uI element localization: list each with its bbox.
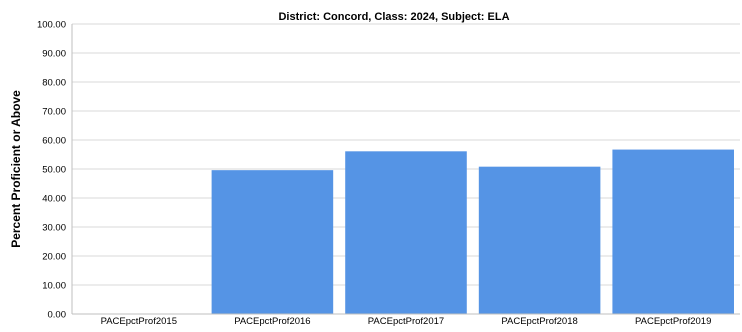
chart-title: District: Concord, Class: 2024, Subject:… xyxy=(278,11,509,23)
bar-PACEpctProf2016 xyxy=(211,170,334,314)
y-axis-title: Percent Proficient or Above xyxy=(9,90,23,248)
x-axis-labels: PACEpctProf2015 PACEpctProf2016 PACEpctPro… xyxy=(101,316,712,327)
x-tick-label: PACEpctProf2018 xyxy=(501,316,577,327)
y-tick-label: 50.00 xyxy=(42,165,66,176)
y-tick-label: 10.00 xyxy=(42,281,66,292)
y-tick-label: 30.00 xyxy=(42,223,66,234)
y-tick-label: 0.00 xyxy=(48,310,67,321)
x-tick-label: PACEpctProf2016 xyxy=(234,316,310,327)
y-tick-label: 40.00 xyxy=(42,194,66,205)
bar-PACEpctProf2018 xyxy=(478,166,601,314)
y-axis-ticks: 0.00 10.00 20.00 30.00 40.00 50.00 60.00 70.00 8… xyxy=(37,20,66,321)
bar-PACEpctProf2017 xyxy=(345,151,467,314)
x-tick-label: PACEpctProf2019 xyxy=(635,316,711,327)
y-tick-label: 60.00 xyxy=(42,136,66,147)
y-tick-label: 90.00 xyxy=(42,49,66,60)
x-tick-label: PACEpctProf2017 xyxy=(368,316,444,327)
y-tick-label: 20.00 xyxy=(42,252,66,263)
y-tick-label: 100.00 xyxy=(37,20,66,31)
bars xyxy=(211,149,734,314)
x-tick-label: PACEpctProf2015 xyxy=(101,316,177,327)
bar-PACEpctProf2019 xyxy=(612,149,734,314)
y-tick-label: 80.00 xyxy=(42,78,66,89)
y-tick-label: 70.00 xyxy=(42,107,66,118)
